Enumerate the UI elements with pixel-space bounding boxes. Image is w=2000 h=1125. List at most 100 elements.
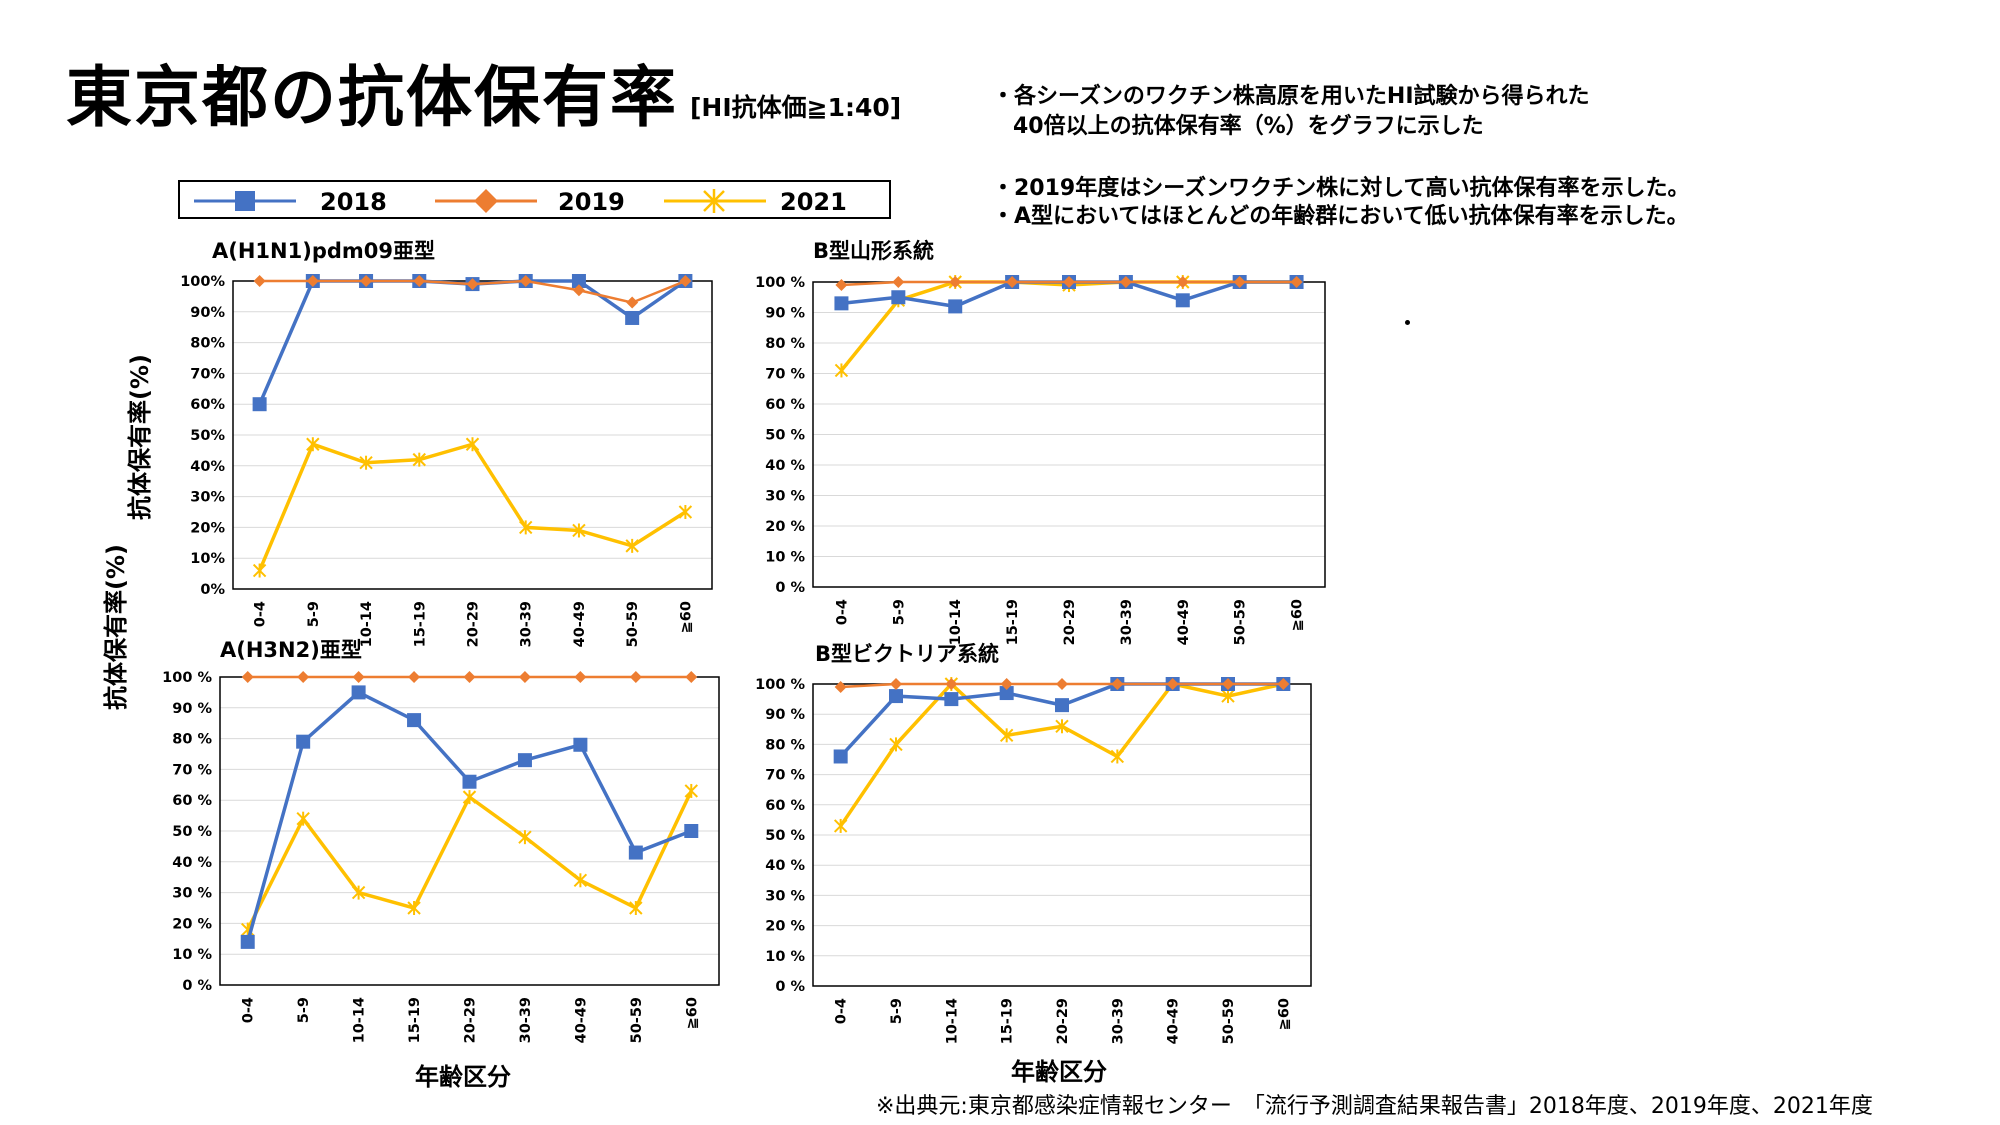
y-tick-label: 50 % [765,828,805,844]
y-tick-label: 20 % [765,919,805,935]
data-point-2019 [413,275,426,287]
data-point-2019 [306,275,319,287]
data-point-2019 [1176,276,1189,288]
x-tick-label: 10-14 [944,998,960,1044]
series-2021 [252,437,693,578]
data-point-2019 [241,671,254,683]
y-tick-label: 30 % [765,489,805,505]
y-tick-label: 0 % [775,580,805,596]
data-point-2021 [306,437,320,452]
y-tick-label: 60 % [765,798,805,814]
series-2019 [253,275,692,309]
y-tick-label: 100% [180,274,225,290]
y-tick-label: 90 % [172,701,212,717]
data-point-2021 [678,505,693,519]
data-point-2021 [518,830,532,845]
x-tick-label: 40-49 [572,601,588,647]
data-point-2021 [351,885,366,900]
legend-marker-2018 [235,191,255,211]
data-point-2021 [359,455,373,470]
x-tick-label: 30-39 [518,997,534,1043]
note-line-1: ・各シーズンのワクチン株高原を用いたHI試験から得られた [992,84,1590,109]
chart-title: A(H3N2)亜型 [220,638,362,662]
x-tick-label: 40-49 [573,997,589,1043]
y-tick-label: 70% [190,366,225,382]
x-tick-label: ≧60 [684,997,700,1029]
data-point-2018 [517,753,532,768]
x-tick-label: 15-19 [1005,599,1021,645]
data-point-2019 [890,678,902,690]
series-line-2018 [246,690,692,943]
y-tick-label: 40 % [765,858,805,874]
series-line-2021 [257,442,687,572]
y-tick-label: 90 % [765,306,805,322]
x-tick-label: 40-49 [1176,599,1192,645]
data-point-2018 [407,713,422,728]
x-tick-label: 0-4 [241,997,257,1023]
y-tick-label: 100 % [755,275,805,291]
data-point-2021 [1221,689,1235,704]
y-tick-label: 0 % [182,978,212,994]
y-tick-label: 20 % [172,916,212,932]
x-tick-label: 15-19 [412,601,428,647]
data-point-2019 [629,671,642,683]
legend-markers [194,189,766,213]
x-tick-label: ≧60 [1276,998,1292,1030]
chart-title: B型山形系統 [813,239,934,263]
note-line-2: 40倍以上の抗体保有率（%）をグラフに示した [1013,114,1484,139]
series-2019 [241,671,698,683]
data-point-2018 [296,734,311,749]
data-point-2021 [519,520,533,535]
chart-4: B型ビクトリア系統 0 % 10 % 20 % 30 % 40 % 50 % 60 % 70 %… [755,642,1312,1044]
x-tick-label: 20-29 [463,997,479,1043]
data-point-2018 [891,290,906,305]
y-tick-label: 30 % [765,888,805,904]
x-tick-label: 40-49 [1166,998,1182,1044]
data-point-2021 [462,790,477,805]
data-point-2019 [1000,678,1013,690]
y-tick-label: 50 % [172,824,212,840]
data-point-2021 [1110,749,1125,764]
data-point-2021 [412,452,426,467]
x-tick-label: 30-39 [1119,599,1135,645]
data-point-2019 [1277,678,1290,690]
data-point-2021 [572,523,586,538]
y-tick-label: 0% [200,582,225,598]
chart-3: A(H3N2)亜型 0 % 10 % 20 % 30 % 40 % 50 % 60 % 70 %… [162,638,720,1043]
y-tick-label: 100 % [162,670,212,686]
data-point-2018 [999,686,1014,701]
data-point-2019 [408,671,421,683]
data-point-2018 [1055,698,1069,713]
y-tick-label: 50 % [765,428,805,444]
y-tick-label: 70 % [172,762,212,778]
data-point-2021 [465,437,480,452]
data-point-2021 [833,818,848,833]
x-tick-label: 50-59 [629,997,645,1043]
x-tick-label: 5-9 [306,601,322,627]
x-tick-label: 30-39 [1110,998,1126,1044]
data-point-2021 [629,901,643,915]
y-tick-label: 80 % [765,336,805,352]
data-point-2018 [628,845,643,860]
y-tick-label: 60 % [172,793,212,809]
data-point-2018 [573,737,588,752]
y-tick-label: 80% [190,336,225,352]
data-point-2018 [240,934,255,949]
legend-marker-2021 [703,189,725,213]
data-point-2019 [1233,276,1246,288]
data-point-2019 [1166,678,1179,690]
data-point-2021 [252,563,267,578]
y-tick-label: 20% [190,520,225,536]
y-tick-label: 70 % [765,768,805,784]
data-point-2018 [625,310,640,325]
y-tick-label: 40 % [765,458,805,474]
stray-dot [1405,320,1410,325]
y-tick-label: 80 % [765,737,805,753]
data-point-2018 [833,749,848,764]
x-tick-label: 50-59 [625,601,641,647]
data-point-2019 [1290,276,1303,288]
data-point-2019 [1056,678,1068,690]
x-tick-label: 20-29 [466,601,482,647]
x-axis-title-left: 年齢区分 [415,1063,511,1091]
legend-label-2021: 2021 [780,188,847,216]
